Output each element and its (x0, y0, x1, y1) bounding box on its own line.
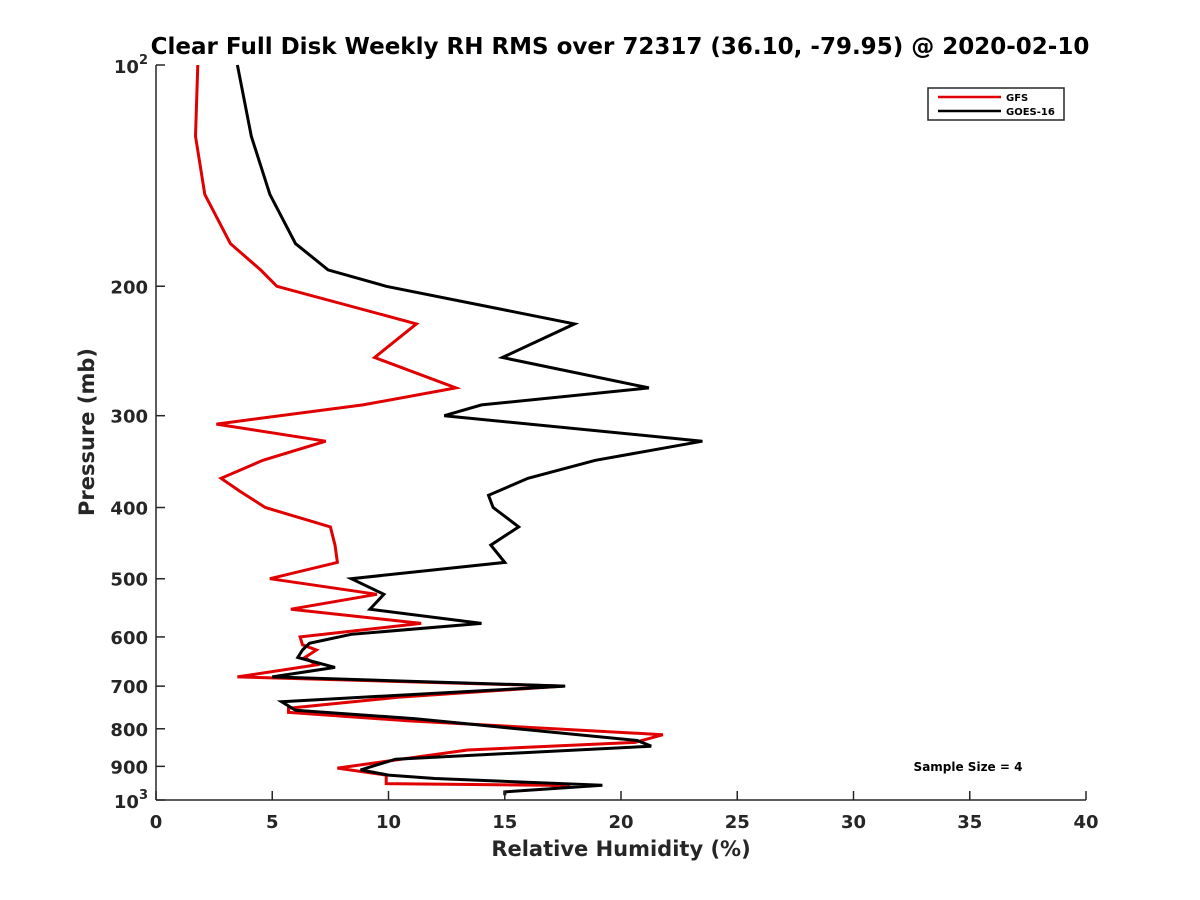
y-tick-label: 700 (110, 677, 148, 698)
x-tick-label: 15 (492, 812, 517, 833)
y-tick-label-base: 10 (114, 792, 139, 813)
x-axis-label: Relative Humidity (%) (491, 837, 750, 861)
series-line-gfs (193, 64, 664, 789)
legend-label-goes16: GOES-16 (1006, 107, 1055, 118)
y-tick-label-exponent: 3 (139, 788, 148, 803)
x-ticks: 0 5 10 15 20 25 30 35 40 (150, 791, 1099, 833)
x-tick-label: 10 (376, 812, 401, 833)
legend-label-gfs: GFS (1006, 93, 1028, 104)
y-tick-label: 300 (110, 407, 148, 428)
y-tick-label: 200 (110, 277, 148, 298)
sample-size-annotation: Sample Size = 4 (914, 760, 1023, 774)
y-tick-label: 900 (110, 757, 148, 778)
y-tick-label-base: 10 (114, 57, 139, 78)
x-tick-label: 40 (1073, 812, 1098, 833)
x-tick-label: 5 (266, 812, 279, 833)
x-tick-label: 30 (841, 812, 866, 833)
x-tick-label: 20 (608, 812, 633, 833)
x-tick-label: 35 (957, 812, 982, 833)
series-line-goes16 (235, 64, 703, 796)
y-tick-label: 102 (114, 53, 148, 78)
y-tick-label: 103 (114, 788, 148, 813)
series-layer (193, 64, 703, 796)
y-tick-label: 400 (110, 499, 148, 520)
y-tick-label: 600 (110, 628, 148, 649)
x-tick-label: 0 (150, 812, 163, 833)
y-axis-label: Pressure (mb) (75, 348, 99, 516)
x-tick-label: 25 (725, 812, 750, 833)
y-tick-label: 500 (110, 570, 148, 591)
legend-box (927, 87, 1065, 121)
chart-title: Clear Full Disk Weekly RH RMS over 72317… (151, 34, 1090, 60)
y-tick-label-exponent: 2 (139, 53, 148, 68)
y-tick-label: 800 (110, 720, 148, 741)
legend: GFS GOES-16 (927, 87, 1065, 121)
